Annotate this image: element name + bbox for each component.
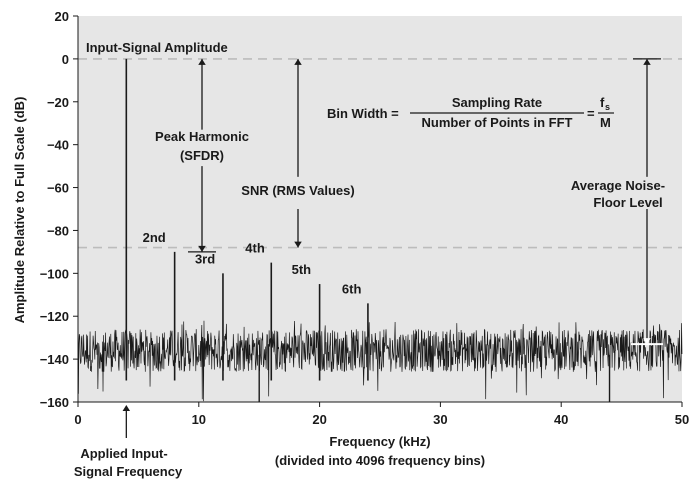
harmonic-label-3: 3rd	[195, 251, 215, 266]
y-axis-ticks: 20 0 −20 −40 −60 −80 −100 −120 −140 −160	[40, 9, 78, 410]
bin-width-equals: =	[587, 106, 595, 121]
x-tick-label: 40	[554, 412, 568, 427]
y-tick-label: −60	[47, 181, 69, 196]
x-tick-label: 20	[312, 412, 326, 427]
sfdr-arrow-head-up	[198, 58, 206, 65]
x-tick-label: 30	[433, 412, 447, 427]
harmonic-label-4: 4th	[245, 241, 265, 256]
snr-arrow-head-down	[294, 241, 302, 248]
y-tick-label: −40	[47, 138, 69, 153]
snr-label: SNR (RMS Values)	[241, 183, 354, 198]
bin-width-lhs: Bin Width =	[327, 106, 399, 121]
y-tick-label: −140	[40, 352, 69, 367]
x-tick-label: 50	[675, 412, 689, 427]
y-tick-label: −160	[40, 395, 69, 410]
reference-lines	[78, 58, 682, 249]
bin-width-numerator: Sampling Rate	[452, 95, 542, 110]
x-tick-label: 0	[74, 412, 81, 427]
harmonic-labels: 2nd 3rd 4th 5th 6th	[143, 230, 362, 296]
signal-spikes	[125, 58, 369, 381]
bin-width-fs-sub: s	[605, 102, 610, 112]
snr-arrow-head-up	[294, 58, 302, 65]
y-tick-label: −80	[47, 223, 69, 238]
y-tick-label: 0	[62, 52, 69, 67]
bin-width-fs: f	[600, 95, 605, 110]
harmonic-label-6: 6th	[342, 281, 362, 296]
y-tick-label: −120	[40, 309, 69, 324]
bin-width-m: M	[600, 115, 611, 130]
noise-floor-label-2: Floor Level	[593, 195, 662, 210]
applied-frequency-label-2: Signal Frequency	[74, 464, 183, 479]
sfdr-label: (SFDR)	[180, 148, 224, 163]
bin-width-denominator: Number of Points in FFT	[422, 115, 573, 130]
x-axis-ticks: 0 10 20 30 40 50	[74, 402, 689, 427]
applied-frequency-arrow-head	[122, 405, 131, 411]
x-axis-subtitle: (divided into 4096 frequency bins)	[275, 453, 485, 468]
harmonic-label-5: 5th	[292, 262, 312, 277]
y-tick-label: −100	[40, 266, 69, 281]
noise-floor-arrow-head-up	[643, 58, 651, 65]
x-axis-title: Frequency (kHz)	[329, 434, 430, 449]
x-tick-label: 10	[192, 412, 206, 427]
noise-floor-trace	[77, 320, 683, 402]
sfdr-arrow-head-down	[198, 245, 206, 252]
noise-floor-label-1: Average Noise-	[571, 178, 665, 193]
y-tick-label: −20	[47, 95, 69, 110]
y-tick-label: 20	[55, 9, 69, 24]
y-axis-title: Amplitude Relative to Full Scale (dB)	[12, 97, 27, 324]
noise-floor-arrow-head-down	[643, 338, 651, 345]
noise-trace	[77, 320, 683, 402]
applied-frequency-label-1: Applied Input-	[80, 446, 167, 461]
harmonic-label-2: 2nd	[143, 230, 166, 245]
annotation-arrows	[122, 58, 663, 438]
input-amplitude-label: Input-Signal Amplitude	[86, 40, 228, 55]
peak-harmonic-label: Peak Harmonic	[155, 129, 249, 144]
